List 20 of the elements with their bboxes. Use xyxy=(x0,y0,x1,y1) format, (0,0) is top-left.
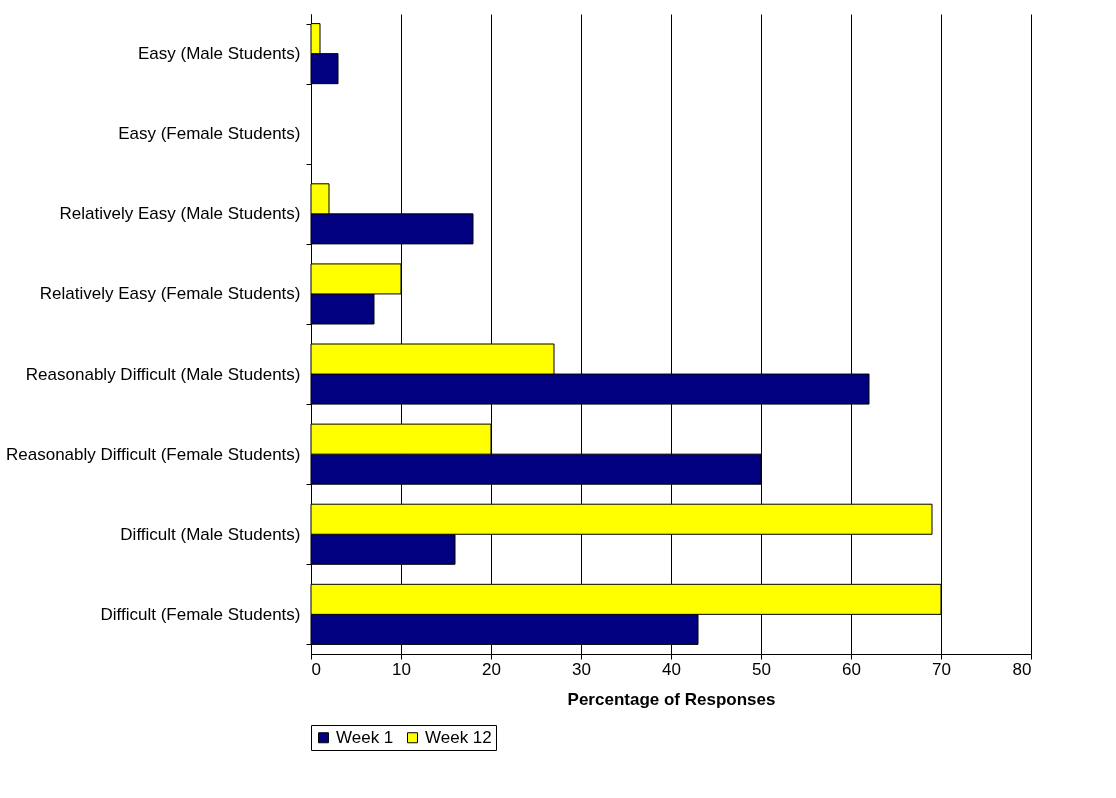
x-tick-label: 50 xyxy=(752,659,771,679)
x-tick-label: 60 xyxy=(842,659,861,679)
x-axis-title: Percentage of Responses xyxy=(567,689,776,709)
legend-label: Week 12 xyxy=(425,727,492,747)
y-tick-label: Relatively Easy (Female Students) xyxy=(39,284,301,304)
y-tick-label: Difficult (Male Students) xyxy=(120,524,301,544)
y-tick-label: Easy (Male Students) xyxy=(137,44,301,64)
legend-label: Week 1 xyxy=(336,727,394,747)
y-tick-label: Easy (Female Students) xyxy=(118,124,301,144)
y-tick-label: Difficult (Female Students) xyxy=(100,604,301,624)
y-tick-label: Reasonably Difficult (Male Students) xyxy=(25,364,301,384)
x-tick-label: 20 xyxy=(482,659,501,679)
y-tick-label: Relatively Easy (Male Students) xyxy=(59,204,301,224)
y-tick-label: Reasonably Difficult (Female Students) xyxy=(6,444,301,464)
x-tick-label: 0 xyxy=(311,659,321,679)
x-tick-label: 40 xyxy=(662,659,681,679)
x-tick-label: 70 xyxy=(932,659,951,679)
x-tick-label: 30 xyxy=(572,659,591,679)
x-tick-label: 80 xyxy=(1012,659,1032,679)
x-tick-label: 10 xyxy=(392,659,411,679)
